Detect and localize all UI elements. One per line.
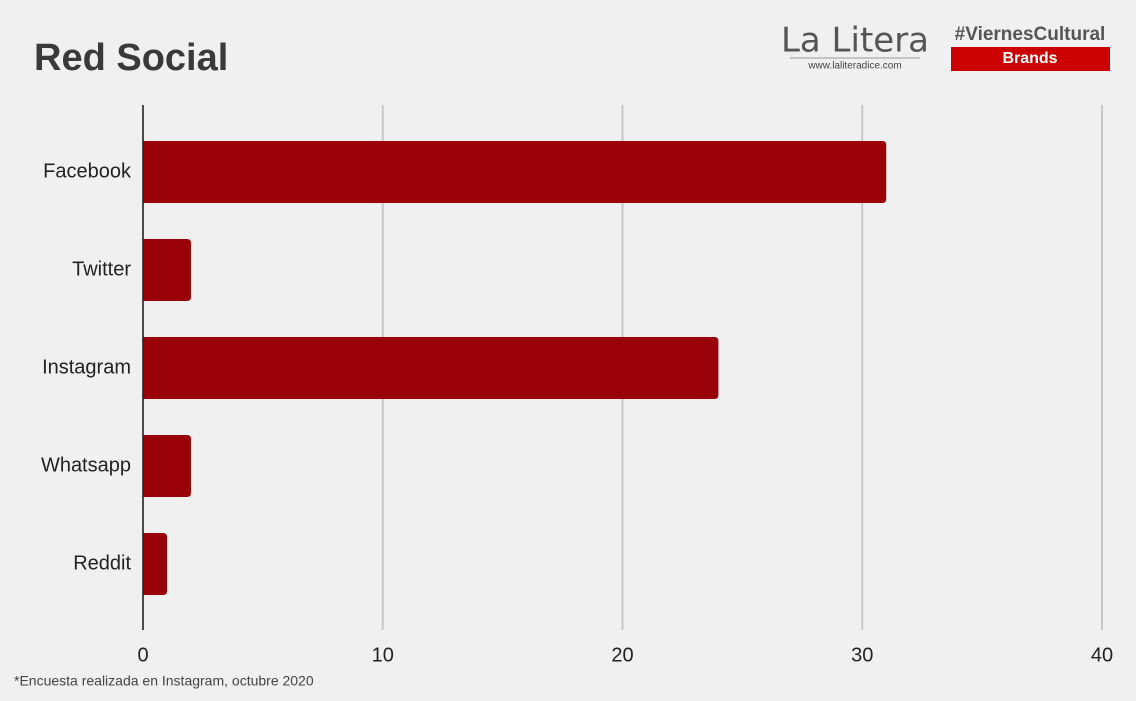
- bar: [143, 435, 191, 497]
- logo-url: www.laliteradice.com: [807, 61, 901, 72]
- tag-box: [951, 47, 1110, 71]
- bar: [143, 337, 719, 399]
- y-tick-label: Twitter: [72, 258, 131, 280]
- chart-title: Red Social: [34, 37, 228, 79]
- x-tick-label: 30: [851, 644, 873, 666]
- bar: [143, 533, 167, 595]
- bar: [143, 239, 191, 301]
- y-tick-label: Reddit: [73, 552, 131, 574]
- y-tick-label: Facebook: [43, 160, 132, 182]
- bar: [143, 141, 887, 203]
- footnote: *Encuesta realizada en Instagram, octubr…: [14, 673, 314, 689]
- hashtag: #ViernesCultural: [955, 24, 1106, 45]
- x-tick-label: 10: [372, 644, 394, 666]
- y-tick-label: Instagram: [42, 356, 131, 378]
- x-tick-label: 40: [1091, 644, 1113, 666]
- logo: La Litera: [781, 21, 929, 61]
- x-tick-label: 0: [137, 644, 148, 666]
- x-tick-label: 20: [611, 644, 633, 666]
- tag: Brands: [1002, 50, 1057, 67]
- y-tick-label: Whatsapp: [41, 454, 131, 476]
